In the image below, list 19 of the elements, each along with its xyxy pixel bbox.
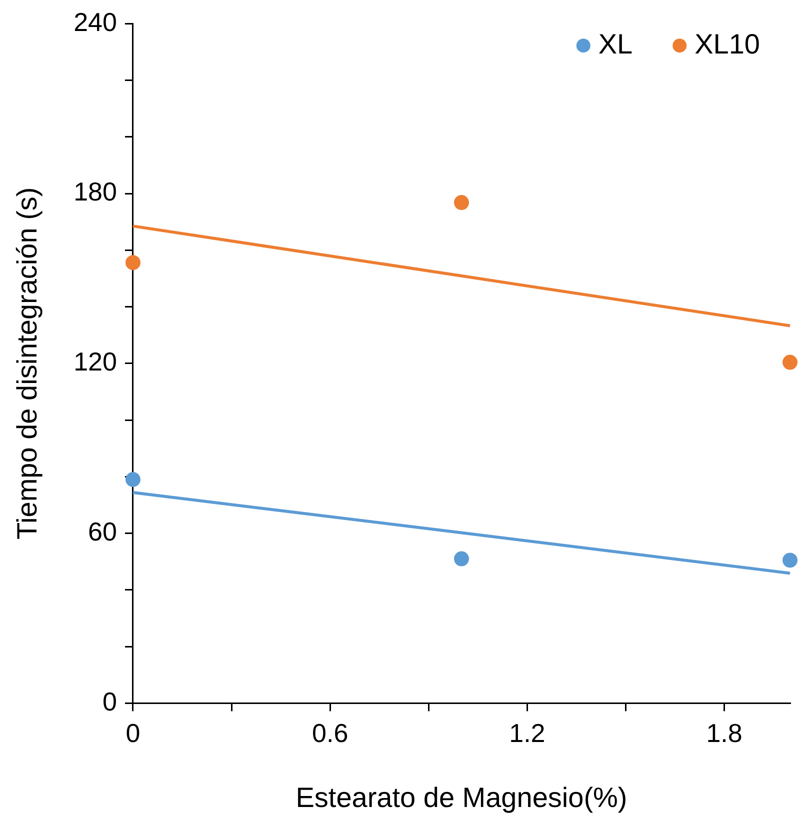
x-tick-label: 0 <box>126 718 140 748</box>
x-tick-label: 1.2 <box>509 718 546 748</box>
point <box>125 472 140 487</box>
x-tick-label: 0.6 <box>312 718 348 748</box>
legend-label: XL <box>598 28 633 60</box>
x-tick-label: 1.8 <box>706 718 742 748</box>
y-axis-title: Tiempo de disintegración (s) <box>12 187 43 540</box>
point <box>782 552 798 568</box>
x-axis-title: Estearato de Magnesio(%) <box>296 782 628 813</box>
point <box>125 255 140 270</box>
y-tick-label: 60 <box>88 516 117 546</box>
y-tick-label: 180 <box>74 176 117 207</box>
point <box>454 195 469 210</box>
legend-label: XL10 <box>694 28 760 60</box>
y-tick-label: 240 <box>74 6 117 37</box>
point <box>782 354 798 370</box>
y-tick-label: 120 <box>74 346 117 377</box>
point <box>454 551 469 566</box>
y-tick-label: 0 <box>102 686 117 716</box>
